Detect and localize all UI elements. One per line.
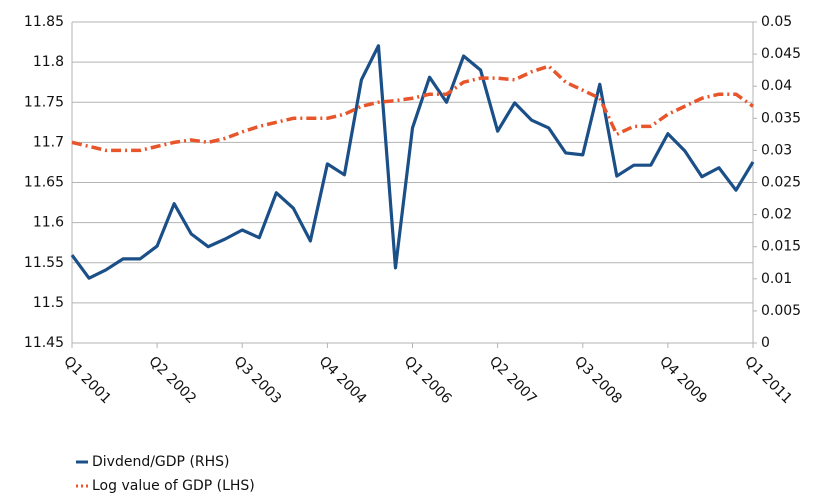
y-tick-label: 11.65 [24,175,64,191]
y-tick-label: 11.75 [24,94,64,110]
y2-tick-label: 0.01 [761,271,792,287]
y2-tick-label: 0.035 [761,110,801,126]
y2-tick-label: 0.03 [761,142,792,158]
y-tick-label: 11.7 [33,134,64,150]
x-tick-label: Q1 2006 [401,353,455,407]
series-line [71,64,755,153]
y-tick-label: 11.8 [33,54,64,70]
legend-label: Divdend/GDP (RHS) [92,454,230,470]
y2-tick-label: 0.015 [761,239,801,255]
y2-tick-label: 0.025 [761,175,801,191]
x-tick-label: Q2 2002 [145,353,199,407]
x-tick-label: Q1 2001 [60,353,114,407]
x-tick-label: Q4 2009 [656,353,710,407]
y-tick-label: 11.55 [24,255,64,271]
y2-tick-label: 0.02 [761,207,792,223]
y-tick-label: 11.85 [24,14,64,30]
x-tick-label: Q1 2011 [741,353,795,407]
y2-tick-label: 0 [761,335,770,351]
y2-tick-label: 0.04 [761,78,792,94]
x-tick-label: Q2 2007 [486,353,540,407]
x-tick-label: Q3 2008 [571,353,625,407]
y2-tick-label: 0.005 [761,303,801,319]
y-tick-label: 11.45 [24,335,64,351]
y-tick-label: 11.6 [33,215,64,231]
series-line [70,44,755,280]
y-tick-label: 11.5 [33,295,64,311]
legend-label: Log value of GDP (LHS) [92,478,255,494]
y2-tick-label: 0.045 [761,46,801,62]
y2-tick-label: 0.05 [761,14,792,30]
x-tick-label: Q3 2003 [231,353,285,407]
x-tick-label: Q4 2004 [316,353,370,407]
